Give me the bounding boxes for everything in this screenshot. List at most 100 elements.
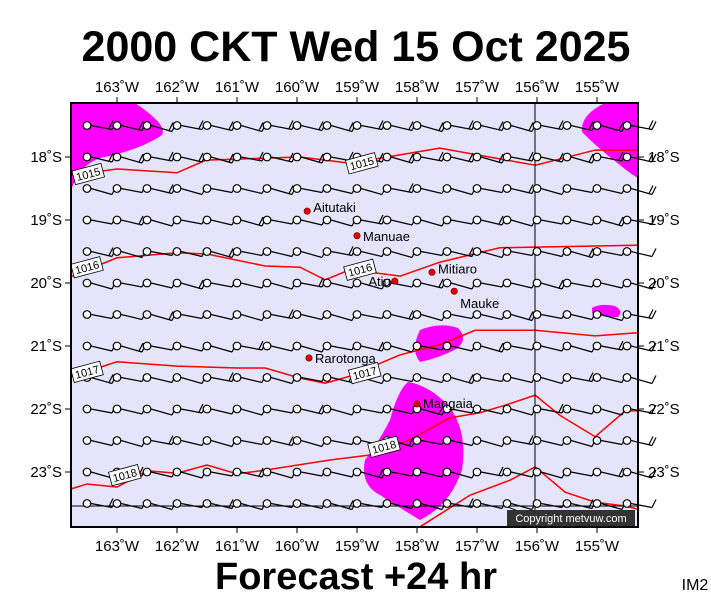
barb-shaft: [540, 502, 563, 509]
grid-point: [622, 436, 632, 445]
wind-barb: [112, 373, 147, 383]
barb-feather: [588, 121, 594, 130]
grid-point: [202, 404, 212, 414]
barb-shaft: [270, 408, 293, 414]
wind-barb: [82, 247, 117, 258]
lat-label-right: 19˚S: [648, 212, 680, 229]
barb-feather: [318, 153, 324, 163]
barb-shaft: [330, 124, 353, 133]
barb-feather: [258, 216, 264, 226]
place-marker: [303, 207, 311, 215]
grid-point: [262, 499, 272, 508]
barb-feather: [168, 311, 174, 320]
barb-shaft: [120, 219, 143, 226]
grid-point: [562, 436, 572, 445]
barb-feather: [378, 120, 384, 129]
barb-shaft: [300, 345, 323, 353]
grid-point: [202, 184, 212, 193]
grid-point: [382, 152, 392, 162]
grid-point: [292, 310, 302, 319]
barb-shaft: [240, 187, 263, 195]
wind-barb: [472, 247, 507, 259]
barb-feather: [138, 342, 144, 352]
grid-point: [562, 467, 572, 477]
grid-point: [502, 215, 512, 225]
barb-shaft: [240, 439, 263, 446]
barb-shaft: [270, 376, 293, 385]
grid-point: [532, 436, 542, 445]
grid-point: [112, 278, 122, 288]
wind-barb: [562, 184, 597, 194]
barb-shaft: [600, 345, 623, 351]
barb-feather: [438, 278, 444, 288]
isobar-label: 1017: [348, 361, 382, 385]
barb-feather: [258, 340, 264, 350]
rain-area: [71, 103, 163, 190]
grid-point: [562, 341, 572, 351]
barb-feather: [651, 342, 657, 352]
place-marker: [353, 232, 361, 240]
barb-shaft: [180, 376, 203, 385]
wind-barb: [622, 404, 657, 414]
wind-barb: [412, 215, 447, 227]
grid-point: [412, 373, 422, 382]
barb-feather: [198, 120, 204, 129]
barb-feather: [468, 374, 474, 383]
place-atiu: Atiu: [368, 274, 399, 289]
grid-point: [172, 247, 182, 256]
barb-feather: [528, 311, 534, 320]
barb-feather: [648, 185, 654, 194]
barb-shaft: [270, 219, 293, 225]
barb-shaft: [420, 282, 443, 289]
wind-barbs: [82, 120, 657, 511]
grid-point: [322, 152, 332, 162]
grid-point: [472, 278, 482, 288]
lon-label-top: 157˚W: [455, 79, 500, 96]
isobar-label: 1015: [345, 152, 379, 175]
wind-barb: [562, 341, 597, 353]
barb-shaft: [480, 345, 503, 353]
grid-point: [472, 184, 482, 193]
wind-barb: [82, 498, 117, 509]
wind-barb: [622, 278, 657, 290]
barb-shaft: [390, 219, 413, 226]
grid-point: [202, 499, 212, 508]
wind-barb: [82, 215, 117, 225]
barb-shaft: [600, 471, 623, 478]
barb-feather: [651, 499, 657, 508]
lon-label-top: 158˚W: [395, 79, 440, 96]
wind-barb: [472, 499, 507, 510]
isobar-labels: 1015 1015 1016 1016 1017 1017 1018 1018: [70, 152, 401, 487]
barb-shaft: [570, 282, 593, 288]
barb-shaft: [450, 376, 473, 385]
wind-barb: [592, 310, 627, 322]
barb-shaft: [120, 408, 143, 415]
barb-feather: [138, 153, 144, 163]
grid-point: [562, 247, 572, 256]
grid-point: [142, 184, 152, 193]
grid-point: [142, 499, 152, 508]
wind-barb: [592, 215, 627, 227]
barb-feather: [168, 435, 174, 444]
grid-point: [382, 467, 392, 477]
grid-point: [112, 310, 122, 319]
isobar-line: [70, 244, 638, 281]
barb-feather: [378, 341, 384, 351]
barb-feather: [651, 437, 657, 446]
barb-shaft: [570, 345, 593, 353]
grid-point: [262, 278, 272, 288]
barb-shaft: [540, 471, 563, 479]
barb-shaft: [180, 471, 203, 479]
grid-point: [82, 278, 92, 288]
grid-point: [202, 310, 212, 319]
grid-point: [352, 436, 362, 445]
barb-feather: [651, 248, 657, 257]
barb-feather: [408, 121, 414, 130]
barb-shaft: [240, 156, 263, 162]
barb-shaft: [630, 282, 653, 290]
barb-shaft: [90, 250, 113, 258]
grid-point: [322, 121, 332, 130]
wind-barb: [262, 184, 297, 196]
barb-shaft: [180, 156, 203, 163]
grid-point: [382, 404, 392, 414]
